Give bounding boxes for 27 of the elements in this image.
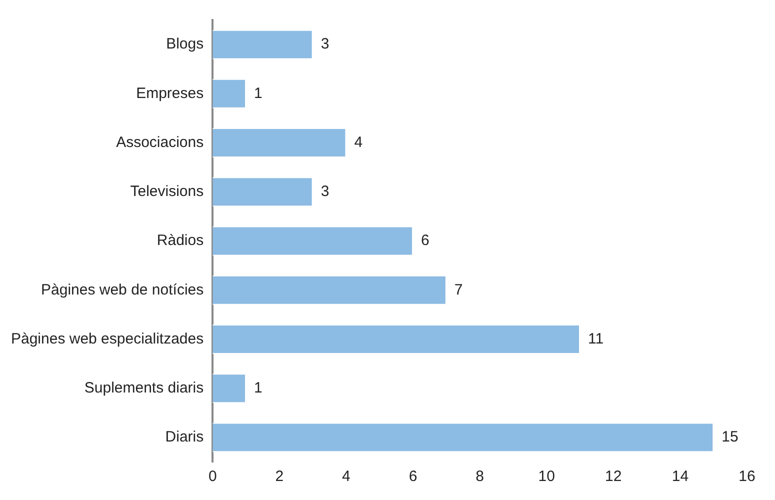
x-tick-label: 2 — [275, 468, 284, 486]
data-label: 4 — [354, 134, 363, 151]
data-label: 3 — [320, 36, 330, 53]
data-label: 11 — [588, 330, 604, 348]
x-tick-label: 0 — [208, 468, 217, 486]
y-tick-label: Blogs — [166, 36, 204, 53]
y-tick-label: Pàgines web de notícies — [41, 281, 204, 298]
y-tick-label: Pàgines web especialitzades — [10, 330, 204, 348]
x-tick-label: 10 — [538, 468, 555, 486]
data-label: 6 — [421, 232, 430, 250]
y-tick-label: Televisions — [130, 183, 204, 200]
data-label: 1 — [254, 84, 262, 102]
x-tick-label: 16 — [738, 468, 756, 486]
data-label: 7 — [454, 281, 463, 298]
x-tick-label: 14 — [672, 468, 689, 486]
data-label: 15 — [722, 428, 738, 446]
x-tick-label: 6 — [408, 468, 418, 486]
x-tick-label: 8 — [476, 468, 484, 486]
x-tick-label: 12 — [605, 468, 622, 486]
y-tick-label: Ràdios — [156, 232, 204, 250]
y-tick-label: Suplements diaris — [84, 379, 204, 396]
data-label: 3 — [320, 183, 330, 200]
x-tick-label: 4 — [342, 468, 350, 486]
y-tick-label: Associacions — [116, 134, 204, 151]
y-tick-label: Diaris — [165, 428, 204, 446]
data-label: 1 — [254, 379, 262, 396]
y-tick-label: Empreses — [136, 84, 204, 102]
